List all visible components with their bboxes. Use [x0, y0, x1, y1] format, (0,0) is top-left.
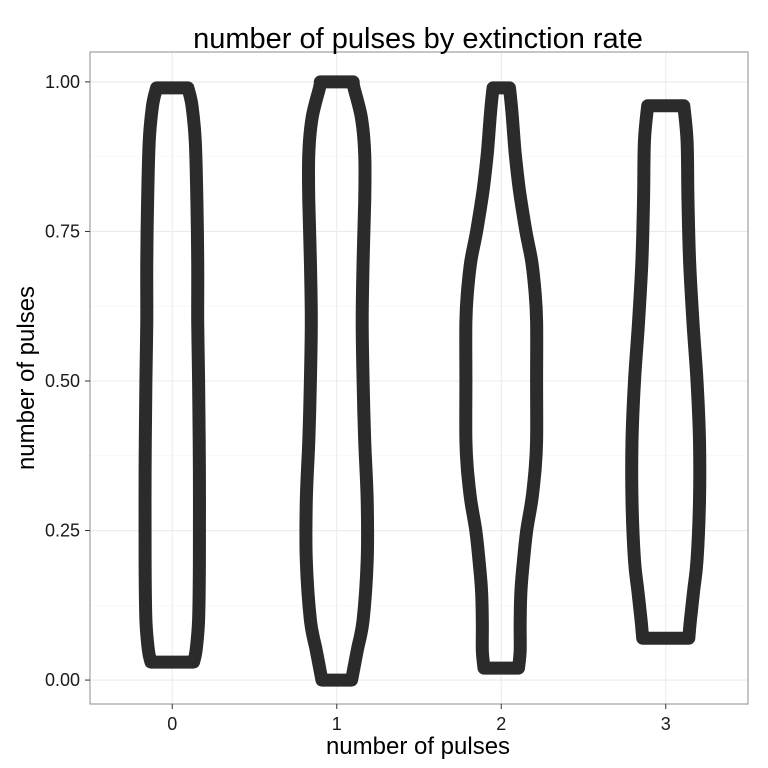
y-tick-label: 0.75 [45, 221, 80, 241]
x-tick-label: 1 [332, 714, 342, 734]
x-tick-label: 2 [496, 714, 506, 734]
violin-3 [625, 99, 707, 645]
y-tick-label: 0.50 [45, 371, 80, 391]
y-axis-title: number of pulses [13, 286, 40, 470]
plot-panel-border [89, 51, 749, 705]
x-tick-label: 0 [167, 714, 177, 734]
violins [138, 75, 707, 687]
violin-0 [138, 81, 206, 669]
y-tick-label: 1.00 [45, 72, 80, 92]
chart-title: number of pulses by extinction rate [193, 23, 643, 55]
y-tick-label: 0.00 [45, 670, 80, 690]
x-tick-label: 3 [661, 714, 671, 734]
violin-2 [459, 81, 544, 675]
x-axis-title: number of pulses [326, 733, 510, 760]
y-tick-label: 0.25 [45, 521, 80, 541]
violin-1 [299, 75, 375, 687]
axes: 0.00 0.25 0.50 0.75 1.00 0 1 2 3 [45, 72, 671, 734]
